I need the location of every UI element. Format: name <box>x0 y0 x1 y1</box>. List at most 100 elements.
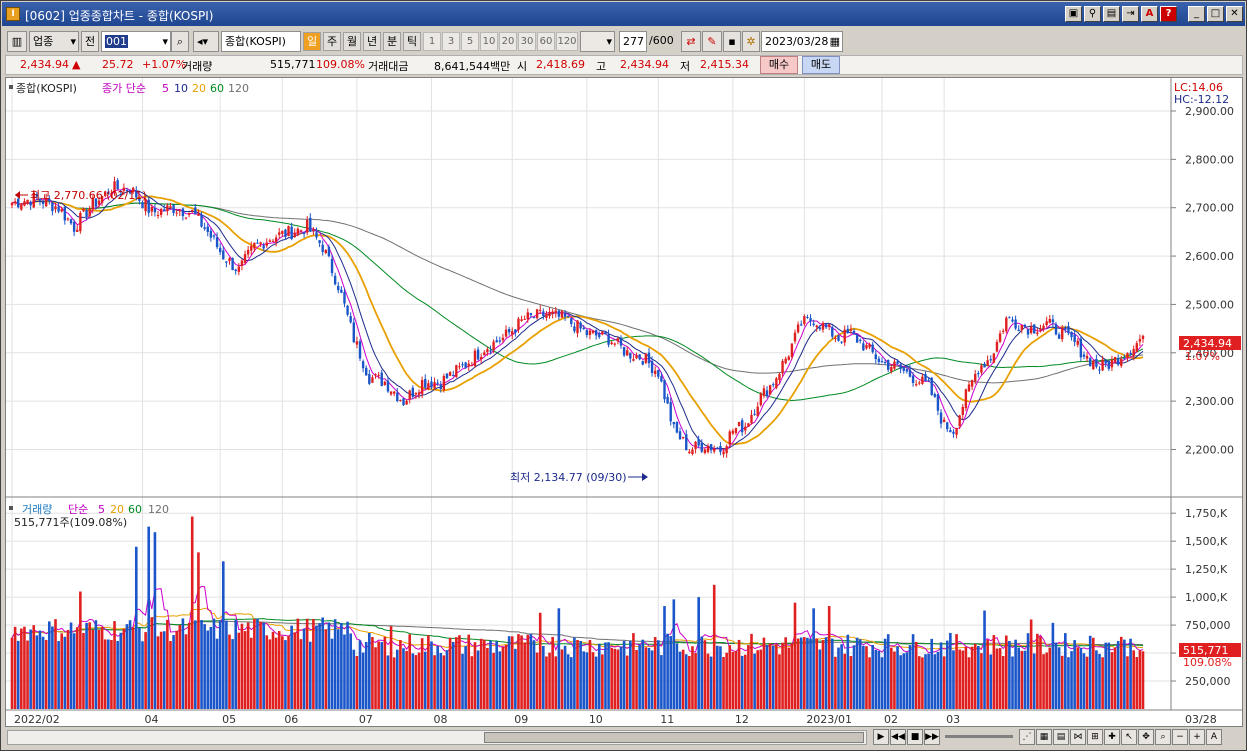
candle-body <box>604 331 607 335</box>
interval-5[interactable]: 5 <box>461 32 479 51</box>
link-icon[interactable]: ⚲ <box>1084 6 1101 22</box>
chevron-down-icon: ▾ <box>162 35 168 48</box>
scrollbar-thumb[interactable] <box>484 732 864 743</box>
volume-bar <box>1135 656 1139 709</box>
scroll-right-icon[interactable]: ▶ <box>873 729 889 745</box>
period-week[interactable]: 주 <box>323 32 341 51</box>
date-input[interactable]: 2023/03/28 ▦ <box>761 31 843 52</box>
alert-icon[interactable]: A <box>1141 6 1158 22</box>
close-icon[interactable]: ✕ <box>1226 6 1243 22</box>
quote-bar: 2,434.94 ▲ 25.72 +1.07% 거래량 515,771 109.… <box>5 55 1243 75</box>
volume-bar <box>650 650 654 709</box>
candle-body <box>125 189 129 191</box>
candle-body <box>408 390 411 400</box>
grid-icon[interactable]: ▦ <box>1036 729 1052 745</box>
volume-bar <box>768 643 772 709</box>
candle-body <box>588 330 592 335</box>
chart-type-icon[interactable]: ▤ <box>1053 729 1069 745</box>
code-input[interactable]: 001 ▾ <box>101 31 171 52</box>
period-tick[interactable]: 틱 <box>403 32 421 51</box>
prev-button[interactable]: 전 <box>81 31 99 52</box>
search-icon[interactable]: ⌕ <box>171 31 189 52</box>
interval-30[interactable]: 30 <box>518 32 536 51</box>
crosshair-icon[interactable]: ✚ <box>1104 729 1120 745</box>
market-select[interactable]: 업종 ▾ <box>29 31 79 52</box>
maximize-icon[interactable]: □ <box>1207 6 1224 22</box>
stop-icon[interactable]: ■ <box>907 729 923 745</box>
interval-120[interactable]: 120 <box>556 32 578 51</box>
table-icon[interactable]: ⊞ <box>1087 729 1103 745</box>
gear-icon[interactable]: ✲ <box>742 31 760 52</box>
volume-bar <box>607 642 610 709</box>
rewind-icon[interactable]: ◀◀ <box>890 729 906 745</box>
candle-body <box>778 374 781 380</box>
buy-button[interactable]: 매수 <box>760 56 798 74</box>
sell-button[interactable]: 매도 <box>802 56 840 74</box>
volume-bar <box>234 620 238 709</box>
volume-bar <box>812 608 815 709</box>
volume-bar <box>995 648 999 709</box>
interval-custom-select[interactable]: ▾ <box>580 31 615 52</box>
candle-body <box>287 226 290 237</box>
horizontal-scrollbar[interactable] <box>7 730 867 745</box>
volume-bar <box>63 636 67 709</box>
candle-body <box>1113 357 1117 363</box>
name-input[interactable]: 종합(KOSPI) <box>221 31 301 52</box>
interval-20[interactable]: 20 <box>499 32 517 51</box>
volume-bar <box>305 618 309 709</box>
chart-canvas[interactable]: 2,900.00 2,800.00 2,700.00 2,600.00 2,500.00… <box>6 78 1242 726</box>
compare-chart-icon[interactable]: ⋈ <box>1070 729 1086 745</box>
minimize-icon[interactable]: _ <box>1188 6 1205 22</box>
speaker-icon[interactable]: ◂▾ <box>193 31 219 52</box>
volume-tick-label: 750,000 <box>1185 619 1231 632</box>
zoom-slider[interactable] <box>945 735 1013 738</box>
candle-body <box>933 394 937 397</box>
interval-3[interactable]: 3 <box>442 32 460 51</box>
volume-bar <box>830 638 834 709</box>
candle-body <box>734 428 738 433</box>
save-icon[interactable]: ⇥ <box>1122 6 1139 22</box>
volume-bar <box>327 622 331 709</box>
candle-body <box>1120 358 1123 366</box>
volume-bar <box>336 629 340 709</box>
chart-area[interactable]: 2,900.00 2,800.00 2,700.00 2,600.00 2,500.00… <box>5 77 1243 727</box>
price-tick-label: 2,400.00 <box>1185 347 1234 360</box>
candle-body <box>138 198 141 201</box>
zoom-out-icon[interactable]: − <box>1172 729 1188 745</box>
print-icon[interactable]: ▤ <box>1103 6 1120 22</box>
candle-body <box>573 326 576 332</box>
draw-icon[interactable]: ✎ <box>702 31 722 52</box>
interval-1[interactable]: 1 <box>423 32 441 51</box>
text-tool-icon[interactable]: A <box>1206 729 1222 745</box>
volume-bar <box>231 639 234 709</box>
volume-bar <box>277 631 281 709</box>
interval-60[interactable]: 60 <box>537 32 555 51</box>
period-month[interactable]: 월 <box>343 32 361 51</box>
period-year[interactable]: 년 <box>363 32 381 51</box>
period-day[interactable]: 일 <box>303 32 321 51</box>
compare-icon[interactable]: ⇄ <box>681 31 701 52</box>
zoom-in-icon[interactable]: + <box>1189 729 1205 745</box>
volume-bar <box>1048 647 1052 709</box>
disk-icon[interactable]: ▪ <box>723 31 741 52</box>
period-minute[interactable]: 분 <box>383 32 401 51</box>
stock-type-icon[interactable]: ▥ <box>7 31 27 52</box>
zoom-icon[interactable]: ⌕ <box>1155 729 1171 745</box>
count-input[interactable]: 277 <box>619 31 647 52</box>
scatter-icon[interactable]: ⋰ <box>1019 729 1035 745</box>
interval-10[interactable]: 10 <box>480 32 498 51</box>
candle-body <box>852 330 856 334</box>
volume-bar <box>476 650 480 709</box>
candle-body <box>1023 324 1027 327</box>
volume-bar <box>1042 654 1045 709</box>
move-icon[interactable]: ✥ <box>1138 729 1154 745</box>
restore-icon[interactable]: ▣ <box>1065 6 1082 22</box>
candle-body <box>1116 358 1120 365</box>
candle-body <box>995 341 999 352</box>
volume-bar <box>890 647 893 709</box>
fast-forward-icon[interactable]: ▶▶ <box>924 729 940 745</box>
pointer-icon[interactable]: ↖ <box>1121 729 1137 745</box>
help-icon[interactable]: ? <box>1160 6 1177 22</box>
candle-body <box>246 249 250 255</box>
volume-bar <box>514 648 517 709</box>
